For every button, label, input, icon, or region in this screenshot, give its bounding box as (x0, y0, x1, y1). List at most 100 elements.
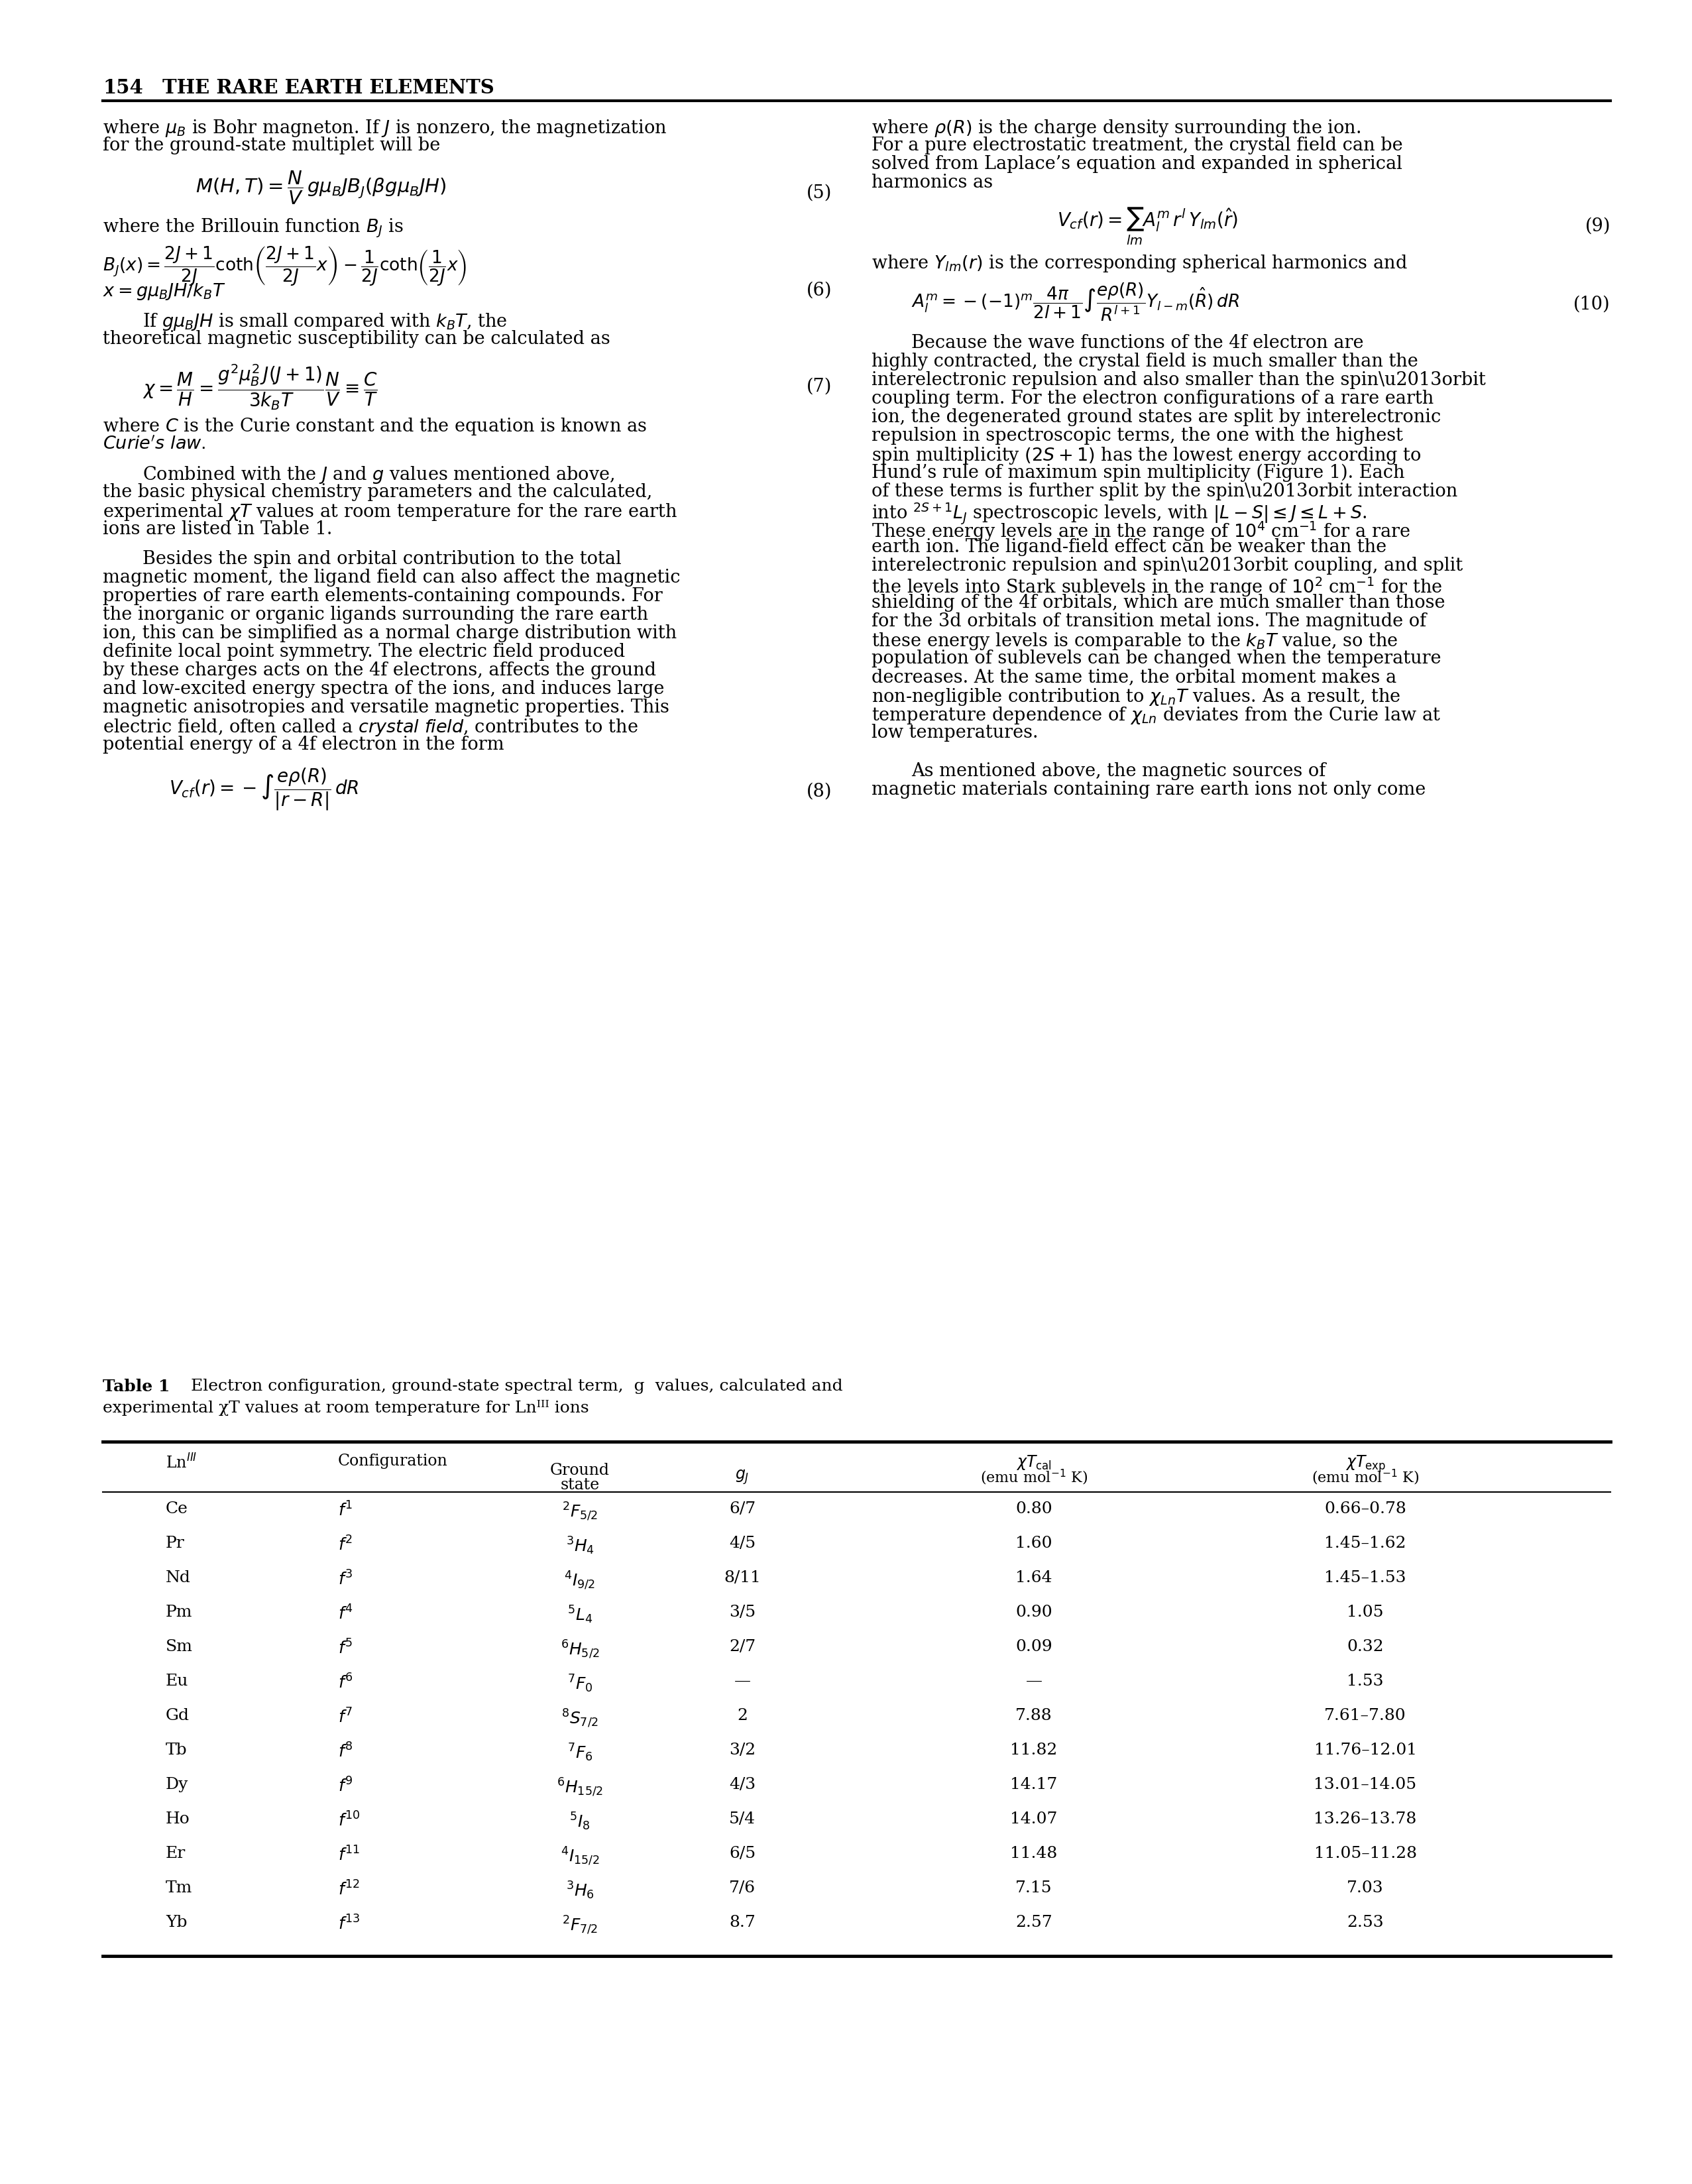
Text: Configuration: Configuration (338, 1455, 448, 1470)
Text: Combined with the $J$ and $g$ values mentioned above,: Combined with the $J$ and $g$ values men… (142, 465, 614, 485)
Text: Yb: Yb (166, 1915, 188, 1931)
Text: $f^9$: $f^9$ (338, 1778, 354, 1795)
Text: earth ion. The ligand-field effect can be weaker than the: earth ion. The ligand-field effect can b… (871, 537, 1386, 557)
Text: ion, the degenerated ground states are split by interelectronic: ion, the degenerated ground states are s… (871, 408, 1442, 426)
Text: the inorganic or organic ligands surrounding the rare earth: the inorganic or organic ligands surroun… (103, 605, 648, 625)
Text: $f^4$: $f^4$ (338, 1605, 354, 1623)
Text: Sm: Sm (166, 1640, 193, 1655)
Text: 2.57: 2.57 (1015, 1915, 1052, 1931)
Text: $f^1$: $f^1$ (338, 1500, 352, 1520)
Text: state: state (560, 1476, 599, 1492)
Text: of these terms is further split by the spin\u2013orbit interaction: of these terms is further split by the s… (871, 483, 1457, 500)
Text: $f^8$: $f^8$ (338, 1743, 354, 1760)
Text: $f^2$: $f^2$ (338, 1535, 352, 1553)
Text: the basic physical chemistry parameters and the calculated,: the basic physical chemistry parameters … (103, 483, 653, 500)
Text: decreases. At the same time, the orbital moment makes a: decreases. At the same time, the orbital… (871, 668, 1396, 686)
Text: 2.53: 2.53 (1347, 1915, 1384, 1931)
Text: (5): (5) (807, 183, 832, 203)
Text: $^7F_6$: $^7F_6$ (567, 1743, 592, 1762)
Text: properties of rare earth elements-containing compounds. For: properties of rare earth elements-contai… (103, 587, 663, 605)
Text: 7.15: 7.15 (1015, 1880, 1052, 1896)
Text: Because the wave functions of the 4f electron are: Because the wave functions of the 4f ele… (912, 334, 1364, 352)
Text: $^5I_8$: $^5I_8$ (570, 1811, 591, 1832)
Text: Gd: Gd (166, 1708, 190, 1723)
Text: Eu: Eu (166, 1673, 188, 1688)
Text: experimental χT values at room temperature for Lnᴵᴵᴵ ions: experimental χT values at room temperatu… (103, 1400, 589, 1415)
Text: For a pure electrostatic treatment, the crystal field can be: For a pure electrostatic treatment, the … (871, 138, 1403, 155)
Text: the levels into Stark sublevels in the range of $10^2$ cm$^{-1}$ for the: the levels into Stark sublevels in the r… (871, 574, 1442, 598)
Text: Tm: Tm (166, 1880, 193, 1896)
Text: Er: Er (166, 1845, 186, 1861)
Text: $^2F_{5/2}$: $^2F_{5/2}$ (562, 1500, 597, 1522)
Text: 11.05–11.28: 11.05–11.28 (1315, 1845, 1416, 1861)
Text: 11.48: 11.48 (1010, 1845, 1058, 1861)
Text: $^3H_4$: $^3H_4$ (565, 1535, 594, 1557)
Text: (9): (9) (1585, 218, 1611, 236)
Text: 11.76–12.01: 11.76–12.01 (1315, 1743, 1416, 1758)
Text: interelectronic repulsion and also smaller than the spin\u2013orbit: interelectronic repulsion and also small… (871, 371, 1486, 389)
Text: $g_J$: $g_J$ (736, 1468, 750, 1485)
Text: 0.80: 0.80 (1015, 1500, 1052, 1516)
Text: 8.7: 8.7 (729, 1915, 755, 1931)
Text: Tb: Tb (166, 1743, 188, 1758)
Text: Ce: Ce (166, 1500, 188, 1516)
Text: Ground: Ground (550, 1463, 609, 1479)
Text: $f^7$: $f^7$ (338, 1708, 352, 1725)
Text: —: — (1025, 1673, 1042, 1688)
Text: for the ground-state multiplet will be: for the ground-state multiplet will be (103, 138, 440, 155)
Text: where $\mu_B$ is Bohr magneton. If $J$ is nonzero, the magnetization: where $\mu_B$ is Bohr magneton. If $J$ i… (103, 118, 667, 138)
Text: $V_{cf}(r) = -\int\dfrac{e\rho(R)}{|r-R|}\,dR$: $V_{cf}(r) = -\int\dfrac{e\rho(R)}{|r-R|… (169, 767, 359, 812)
Text: $\it{Curie's\ law.}$: $\it{Curie's\ law.}$ (103, 435, 206, 452)
Text: Pr: Pr (166, 1535, 184, 1551)
Text: temperature dependence of $\chi_{Ln}$ deviates from the Curie law at: temperature dependence of $\chi_{Ln}$ de… (871, 705, 1442, 725)
Text: non-negligible contribution to $\chi_{Ln}T$ values. As a result, the: non-negligible contribution to $\chi_{Ln… (871, 686, 1401, 708)
Text: $^6H_{5/2}$: $^6H_{5/2}$ (560, 1640, 599, 1660)
Text: $\chi T_\mathrm{cal}$: $\chi T_\mathrm{cal}$ (1017, 1455, 1052, 1472)
Text: $^4I_{15/2}$: $^4I_{15/2}$ (560, 1845, 599, 1867)
Text: (7): (7) (807, 378, 832, 395)
Text: $^6H_{15/2}$: $^6H_{15/2}$ (557, 1778, 602, 1797)
Text: $\chi = \dfrac{M}{H} = \dfrac{g^2\mu_B^2\,J(J+1)}{3k_BT}\dfrac{N}{V} \equiv \dfr: $\chi = \dfrac{M}{H} = \dfrac{g^2\mu_B^2… (142, 363, 377, 413)
Text: repulsion in spectroscopic terms, the one with the highest: repulsion in spectroscopic terms, the on… (871, 426, 1403, 446)
Text: population of sublevels can be changed when the temperature: population of sublevels can be changed w… (871, 649, 1442, 668)
Text: electric field, often called a $\it{crystal\ field}$, contributes to the: electric field, often called a $\it{crys… (103, 716, 638, 738)
Text: Table 1: Table 1 (103, 1378, 169, 1396)
Text: 1.64: 1.64 (1015, 1570, 1052, 1586)
Text: $^3H_6$: $^3H_6$ (565, 1880, 594, 1902)
Text: potential energy of a 4f electron in the form: potential energy of a 4f electron in the… (103, 736, 504, 753)
Text: where $Y_{lm}(r)$ is the corresponding spherical harmonics and: where $Y_{lm}(r)$ is the corresponding s… (871, 253, 1408, 273)
Text: 1.45–1.53: 1.45–1.53 (1325, 1570, 1406, 1586)
Text: (8): (8) (805, 782, 832, 802)
Text: $B_J(x) = \dfrac{2J+1}{2J}\coth\!\left(\dfrac{2J+1}{2J}x\right) - \dfrac{1}{2J}\: $B_J(x) = \dfrac{2J+1}{2J}\coth\!\left(\… (103, 245, 467, 288)
Text: 7.88: 7.88 (1015, 1708, 1052, 1723)
Text: ion, this can be simplified as a normal charge distribution with: ion, this can be simplified as a normal … (103, 625, 677, 642)
Text: 154: 154 (103, 79, 144, 98)
Text: spin multiplicity $(2S + 1)$ has the lowest energy according to: spin multiplicity $(2S + 1)$ has the low… (871, 446, 1421, 465)
Text: by these charges acts on the 4f electrons, affects the ground: by these charges acts on the 4f electron… (103, 662, 656, 679)
Text: $f^{12}$: $f^{12}$ (338, 1880, 360, 1898)
Text: 0.66–0.78: 0.66–0.78 (1325, 1500, 1406, 1516)
Text: $^7F_0$: $^7F_0$ (567, 1673, 592, 1695)
Text: Ln$^{III}$: Ln$^{III}$ (166, 1455, 196, 1472)
Text: these energy levels is comparable to the $k_BT$ value, so the: these energy levels is comparable to the… (871, 631, 1398, 651)
Text: 2: 2 (738, 1708, 748, 1723)
Text: where $C$ is the Curie constant and the equation is known as: where $C$ is the Curie constant and the … (103, 417, 646, 437)
Text: theoretical magnetic susceptibility can be calculated as: theoretical magnetic susceptibility can … (103, 330, 611, 347)
Text: where the Brillouin function $B_J$ is: where the Brillouin function $B_J$ is (103, 218, 403, 240)
Text: $x = g\mu_B JH/k_BT$: $x = g\mu_B JH/k_BT$ (103, 282, 225, 301)
Text: 7.03: 7.03 (1347, 1880, 1384, 1896)
Text: shielding of the 4f orbitals, which are much smaller than those: shielding of the 4f orbitals, which are … (871, 594, 1445, 612)
Text: magnetic moment, the ligand field can also affect the magnetic: magnetic moment, the ligand field can al… (103, 568, 680, 587)
Text: $f^5$: $f^5$ (338, 1640, 352, 1658)
Text: 4/3: 4/3 (729, 1778, 756, 1793)
Text: $^2F_{7/2}$: $^2F_{7/2}$ (562, 1915, 597, 1937)
Text: Besides the spin and orbital contribution to the total: Besides the spin and orbital contributio… (142, 550, 621, 568)
Text: 13.26–13.78: 13.26–13.78 (1313, 1811, 1416, 1826)
Text: $f^6$: $f^6$ (338, 1673, 354, 1693)
Text: 3/2: 3/2 (729, 1743, 756, 1758)
Text: 1.53: 1.53 (1347, 1673, 1384, 1688)
Text: $A_l^m = -(-1)^m\dfrac{4\pi}{2l+1}\int\dfrac{e\rho(R)}{R^{l+1}}Y_{l-m}(\hat{R})\: $A_l^m = -(-1)^m\dfrac{4\pi}{2l+1}\int\d… (912, 282, 1239, 323)
Text: $^5L_4$: $^5L_4$ (567, 1605, 592, 1625)
Text: definite local point symmetry. The electric field produced: definite local point symmetry. The elect… (103, 642, 624, 662)
Text: —: — (734, 1673, 751, 1688)
